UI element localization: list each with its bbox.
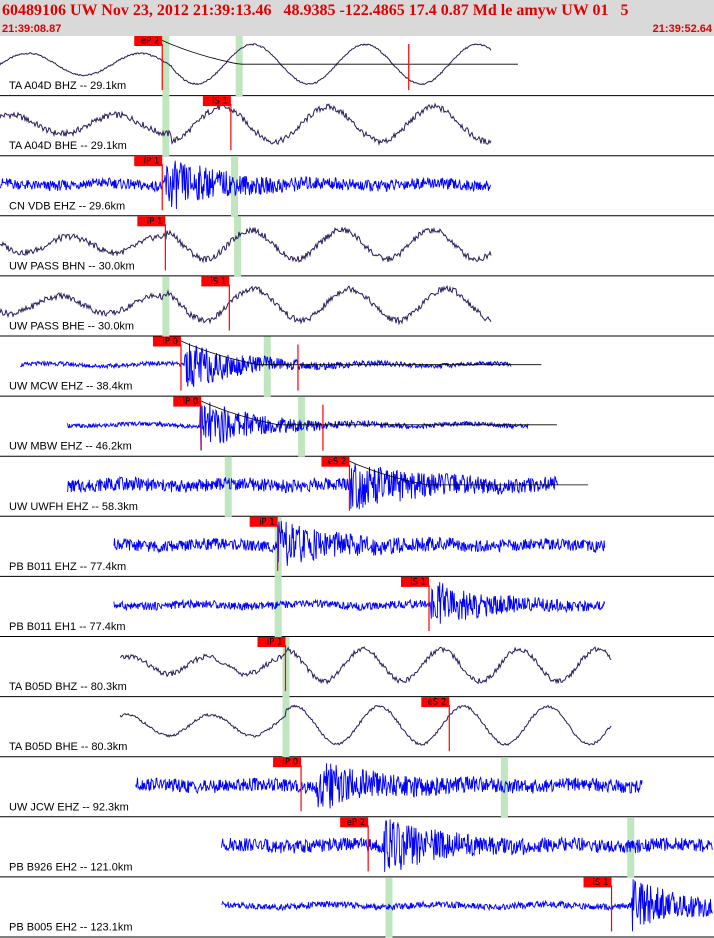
trace-row: iS 1 TA A04D BHE -- 29.1km <box>0 96 714 157</box>
window-start-time: 21:39:08.87 <box>2 23 62 35</box>
pick-label-box <box>321 456 350 467</box>
pick-label: eP 2 <box>141 37 159 47</box>
pick-label: eS 2 <box>428 698 447 708</box>
pick-band <box>234 216 242 277</box>
pick-band <box>274 576 282 637</box>
station-label: TA B05D BHZ -- 80.3km <box>9 681 127 693</box>
trace-row: eS 2 TA B05D BHE -- 80.3km <box>0 697 714 758</box>
pick-label-box <box>134 156 163 167</box>
pick-label-box <box>173 396 202 407</box>
waveform <box>113 521 606 566</box>
pick-band <box>500 757 508 818</box>
pick-band <box>162 36 170 97</box>
station-label: TA A04D BHZ -- 29.1km <box>9 80 126 92</box>
seismogram-panel[interactable]: eP 2 TA A04D BHZ -- 29.1km iS 1 TA A04D BHE… <box>0 36 714 938</box>
pick-label-box <box>583 877 612 888</box>
waveform <box>119 646 612 685</box>
trace-row: iS 1 UW PASS BHE -- 30.0km <box>0 276 714 337</box>
fit-curve <box>201 400 557 426</box>
pick-label-box <box>152 336 181 347</box>
station-label: UW PASS BHE -- 30.0km <box>9 321 134 333</box>
pick-band <box>162 96 170 157</box>
event-title: 60489106 UW Nov 23, 2012 21:39:13.46 48.… <box>2 2 629 19</box>
pick-label: iP 1 <box>147 217 163 227</box>
trace-row: iP 1 PB B011 EHZ -- 77.4km <box>0 516 714 577</box>
waveform <box>0 160 492 210</box>
pick-label-box <box>421 697 450 708</box>
station-label: UW MCW EHZ -- 38.4km <box>9 381 132 393</box>
station-label: CN VDB EHZ -- 29.6km <box>9 200 125 212</box>
fit-curve <box>349 460 589 486</box>
pick-label: iP 1 <box>259 517 275 527</box>
pick-label-box <box>137 216 166 227</box>
station-label: PB B011 EHZ -- 77.4km <box>9 561 126 573</box>
window-end-time: 21:39:52.64 <box>652 23 712 35</box>
trace-row: eP 2 PB B926 EH2 -- 121.0km <box>0 817 714 878</box>
trace-row: iP 0 UW JCW EHZ -- 92.3km <box>0 757 714 818</box>
waveform <box>0 284 492 326</box>
pick-label: iP 0 <box>183 397 199 407</box>
pick-label: iS 1 <box>212 97 228 107</box>
pick-label-box <box>249 516 278 527</box>
waveform <box>0 102 492 146</box>
pick-band <box>162 276 170 337</box>
waveform <box>221 879 713 932</box>
waveform <box>221 819 713 873</box>
waveform <box>66 463 559 510</box>
station-label: PB B011 EH1 -- 77.4km <box>9 621 126 633</box>
fit-curve <box>162 40 518 65</box>
trace-row: eS 2 UW UWFH EHZ -- 58.3km <box>0 456 714 517</box>
waveform <box>20 343 512 387</box>
pick-label-box <box>257 637 286 647</box>
pick-label: iP 0 <box>162 337 178 347</box>
pick-label: iS 1 <box>410 577 426 587</box>
pick-label: iP 0 <box>282 758 298 768</box>
pick-band <box>224 456 232 517</box>
station-label: TA B05D BHE -- 80.3km <box>9 741 127 753</box>
station-label: UW MBW EHZ -- 46.2km <box>9 441 132 453</box>
trace-row: iP 1 TA B05D BHZ -- 80.3km <box>0 637 714 698</box>
pick-label: eS 2 <box>328 457 347 467</box>
trace-row: iS 1 PB B005 EH2 -- 123.1km <box>0 877 714 938</box>
pick-label: eP 2 <box>347 818 365 828</box>
pick-label: iP 1 <box>267 638 283 648</box>
station-label: PB B005 EH2 -- 123.1km <box>9 922 133 934</box>
trace-row: iP 1 UW PASS BHN -- 30.0km <box>0 216 714 277</box>
trace-row: iP 0 UW MCW EHZ -- 38.4km <box>0 336 714 397</box>
pick-label: iS 1 <box>593 878 609 888</box>
waveform <box>119 704 612 747</box>
waveform <box>113 582 606 624</box>
trace-row: iP 0 UW MBW EHZ -- 46.2km <box>0 396 714 457</box>
pick-label: iS 1 <box>210 277 226 287</box>
station-label: UW PASS BHN -- 30.0km <box>9 260 135 272</box>
pick-band <box>263 336 271 397</box>
pick-label-box <box>201 276 230 287</box>
trace-row: eP 2 TA A04D BHZ -- 29.1km <box>0 36 714 97</box>
pick-label-box <box>401 576 429 587</box>
pick-label-box <box>202 96 231 107</box>
station-label: TA A04D BHE -- 29.1km <box>9 140 127 152</box>
trace-row: iP 1 CN VDB EHZ -- 29.6km <box>0 156 714 217</box>
pick-label-box <box>134 36 163 46</box>
pick-band <box>282 697 290 758</box>
waveform <box>0 226 492 264</box>
station-label: UW UWFH EHZ -- 58.3km <box>9 501 138 513</box>
waveform <box>66 402 529 450</box>
pick-label-box <box>273 757 302 768</box>
station-label: PB B926 EH2 -- 121.0km <box>9 861 133 873</box>
header-bar: 60489106 UW Nov 23, 2012 21:39:13.46 48.… <box>0 0 714 36</box>
station-label: UW JCW EHZ -- 92.3km <box>9 801 129 813</box>
pick-label-box <box>340 817 369 828</box>
fit-curve <box>180 340 542 366</box>
trace-row: iS 1 PB B011 EH1 -- 77.4km <box>0 576 714 637</box>
pick-label: iP 1 <box>144 157 160 167</box>
pick-band <box>235 36 243 97</box>
waveform <box>135 763 643 809</box>
